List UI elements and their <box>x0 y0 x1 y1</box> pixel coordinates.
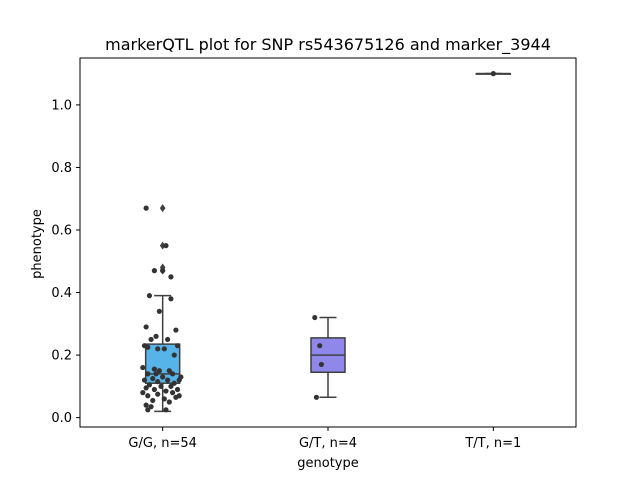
data-point <box>145 407 151 413</box>
data-point <box>151 268 157 274</box>
data-point <box>169 371 176 377</box>
data-point <box>171 380 177 386</box>
y-tick-label: 0.0 <box>51 411 72 426</box>
chart-title: markerQTL plot for SNP rs543675126 and m… <box>105 35 551 55</box>
data-point <box>317 343 323 349</box>
data-point <box>153 371 159 377</box>
data-point <box>145 344 151 350</box>
data-point <box>174 343 181 349</box>
outlier-marker <box>159 241 166 250</box>
data-point <box>155 346 161 352</box>
plot-frame <box>79 57 577 428</box>
data-point <box>151 386 157 393</box>
data-point <box>166 399 172 405</box>
data-point <box>143 402 149 408</box>
x-axis-label: genotype <box>297 456 358 471</box>
data-point <box>150 375 156 382</box>
data-point <box>146 382 153 388</box>
data-point <box>168 383 174 389</box>
data-point <box>163 407 169 413</box>
data-point <box>146 293 153 299</box>
data-point <box>161 346 167 352</box>
data-point <box>163 388 169 394</box>
y-tick-label: 1.0 <box>51 98 72 113</box>
data-point <box>143 205 149 211</box>
data-point <box>143 385 149 391</box>
data-point <box>169 390 176 396</box>
data-point <box>168 296 174 302</box>
y-axis-label: phenotype <box>30 209 45 279</box>
data-point <box>148 404 154 410</box>
data-point <box>168 274 174 280</box>
data-point <box>171 352 177 358</box>
data-point <box>160 374 166 380</box>
data-point <box>312 314 318 321</box>
data-point <box>160 268 166 274</box>
y-tick-label: 0.4 <box>51 286 72 301</box>
data-point <box>490 71 496 77</box>
data-point <box>155 379 161 385</box>
data-point <box>318 361 324 368</box>
plot-content: 0.0 0.2 0.4 0.6 0.8 1.0 G/G, n=54 G/T, n=4 T/T, … <box>51 71 521 451</box>
data-point <box>178 374 184 380</box>
data-point <box>140 364 146 371</box>
outlier-marker <box>159 204 166 213</box>
data-point <box>141 377 148 383</box>
data-point <box>155 391 161 397</box>
data-point <box>150 397 156 404</box>
data-point <box>143 324 149 330</box>
data-point <box>153 333 159 339</box>
data-point <box>158 383 164 389</box>
data-point <box>173 327 179 333</box>
data-point <box>163 243 169 249</box>
x-tick-label: T/T, n=1 <box>464 436 521 451</box>
data-point <box>165 336 171 343</box>
data-point <box>156 368 162 374</box>
data-point <box>145 393 151 399</box>
data-point <box>140 390 146 396</box>
x-tick-label: G/G, n=54 <box>128 436 196 451</box>
data-point <box>166 368 172 374</box>
y-tick-label: 0.8 <box>51 161 72 176</box>
data-point <box>161 396 167 402</box>
y-tick-label: 0.2 <box>51 349 72 364</box>
data-point <box>156 308 162 314</box>
data-point <box>174 386 181 393</box>
data-point <box>165 377 171 383</box>
data-point <box>151 366 157 372</box>
data-point <box>313 394 320 400</box>
data-point <box>148 336 154 343</box>
x-tick-label: G/T, n=4 <box>299 436 357 451</box>
y-tick-label: 0.6 <box>51 223 72 238</box>
data-point <box>173 394 179 400</box>
data-point <box>145 371 151 377</box>
